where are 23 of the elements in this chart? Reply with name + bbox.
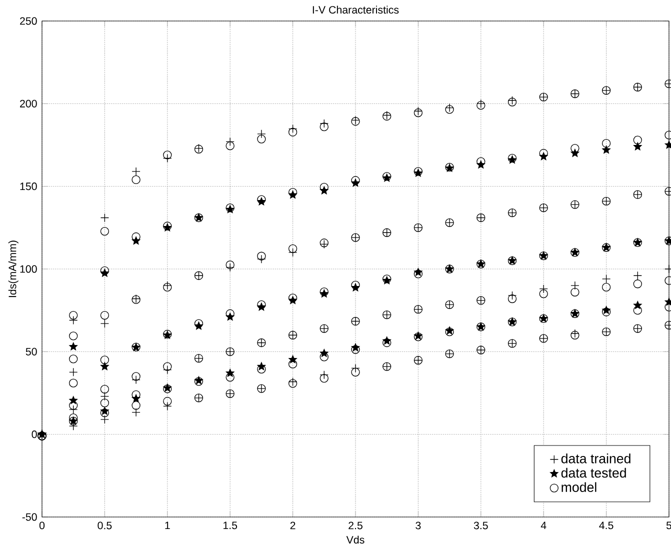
- y-tick-label: -50: [22, 513, 37, 521]
- y-tick-label: 50: [26, 348, 37, 356]
- x-tick-label: 3.5: [474, 522, 488, 530]
- y-tick-label: 0: [32, 430, 37, 438]
- y-tick-label: 250: [20, 17, 37, 25]
- x-tick-label: 1: [165, 522, 170, 530]
- legend-label: data trained: [561, 454, 630, 464]
- x-tick-label: 4.5: [599, 522, 614, 530]
- x-axis-title: Vds: [346, 536, 364, 544]
- x-tick-label: 2.5: [348, 522, 362, 530]
- y-axis-title: Ids(mA/mm): [8, 240, 18, 298]
- y-tick-label: 200: [20, 100, 37, 108]
- y-tick-label: 100: [20, 265, 37, 273]
- x-tick-label: 1.5: [224, 522, 238, 530]
- x-tick-label: 2: [290, 522, 296, 530]
- legend-label: model: [562, 482, 596, 492]
- x-tick-label: 4: [540, 522, 546, 530]
- chart-title: I-V Characteristics: [312, 6, 399, 14]
- legend-label: data tested: [561, 468, 626, 478]
- x-tick-label: 0.5: [98, 522, 112, 530]
- y-tick-label: 150: [20, 182, 37, 190]
- x-tick-label: 0: [39, 522, 45, 530]
- x-tick-label: 3: [416, 522, 421, 530]
